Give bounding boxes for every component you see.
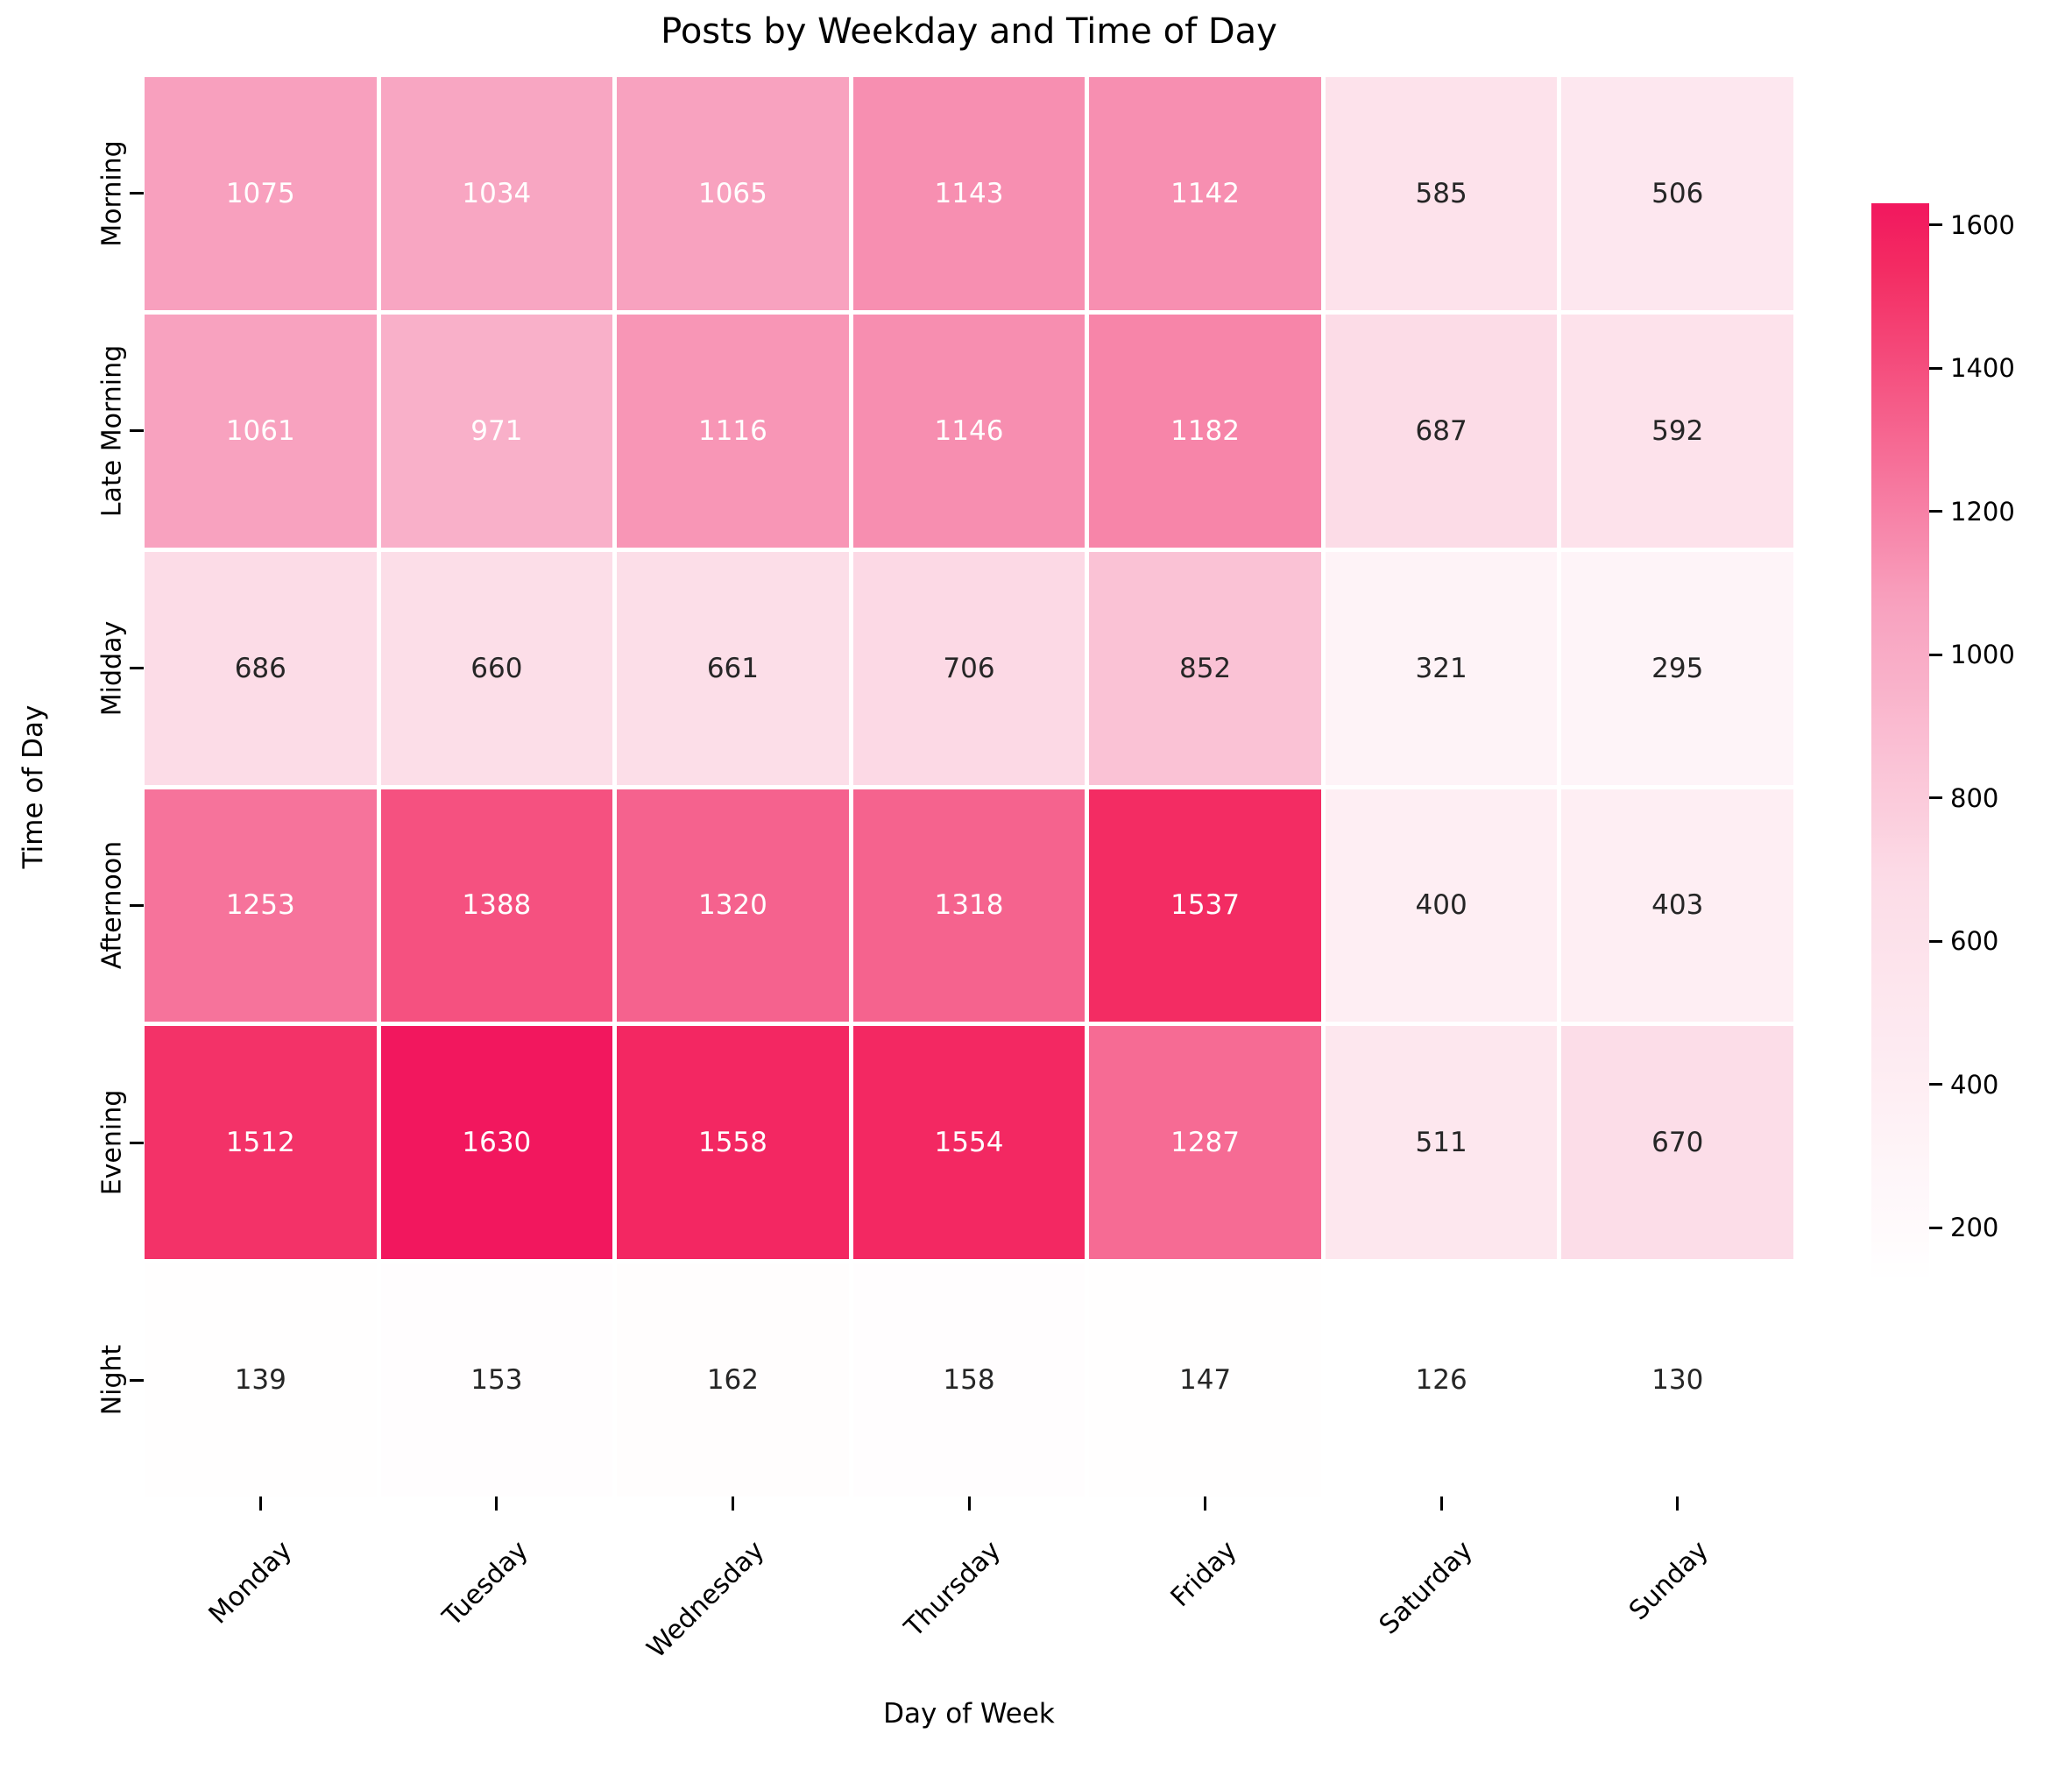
heatmap-cell: 1630 [380,1026,613,1260]
colorbar-tick-mark [1929,1226,1942,1229]
heatmap-cell: 158 [852,1263,1086,1497]
colorbar-tick-mark [1929,1083,1942,1086]
heatmap-cell: 1034 [380,77,613,310]
x-tick-mark [258,1497,262,1511]
heatmap-cell: 1287 [1089,1026,1321,1260]
heatmap-cell: 686 [145,551,377,785]
x-tick-mark [1439,1497,1443,1511]
colorbar-tick-label: 1200 [1950,496,2015,527]
heatmap-cell: 139 [145,1263,377,1497]
colorbar-tick-mark [1929,796,1942,800]
colorbar-tick-label: 1600 [1950,209,2015,240]
y-axis-title: Time of Day [18,704,49,869]
colorbar-tick-mark [1929,939,1942,943]
heatmap-cell: 1143 [852,77,1086,310]
heatmap-cell: 661 [617,551,849,785]
heatmap-cell: 1146 [852,314,1086,548]
heatmap-cell: 162 [617,1263,849,1497]
heatmap-cell: 670 [1561,1026,1793,1260]
colorbar-gradient [1871,203,1929,1281]
y-tick-mark [130,1378,144,1382]
colorbar-tick-mark [1929,366,1942,370]
heatmap-cell: 592 [1561,314,1793,548]
colorbar-tick-mark [1929,653,1942,656]
heatmap-cell: 126 [1325,1263,1558,1497]
x-tick-mark [1204,1497,1207,1511]
heatmap-cell: 400 [1325,789,1558,1022]
heatmap-cell: 147 [1089,1263,1321,1497]
y-tick-label: Afternoon [96,841,128,970]
heatmap-cell: 660 [380,551,613,785]
x-tick-mark [731,1497,734,1511]
x-axis-title: Day of Week [883,1698,1055,1730]
y-tick-mark [130,192,144,195]
x-tick-mark [1676,1497,1680,1511]
heatmap-cell: 1182 [1089,314,1321,548]
heatmap-cell: 130 [1561,1263,1793,1497]
heatmap-cell: 403 [1561,789,1793,1022]
heatmap-cell: 1388 [380,789,613,1022]
heatmap-cell: 1318 [852,789,1086,1022]
heatmap-cell: 1537 [1089,789,1321,1022]
heatmap-cell: 511 [1325,1026,1558,1260]
colorbar-tick-label: 1400 [1950,353,2015,384]
heatmap-cell: 1512 [145,1026,377,1260]
heatmap-cell: 1065 [617,77,849,310]
colorbar-tick-mark [1929,223,1942,227]
y-tick-label: Night [96,1344,128,1416]
heatmap-cell: 687 [1325,314,1558,548]
colorbar-tick-label: 600 [1950,926,1999,957]
x-tick-mark [495,1497,499,1511]
heatmap-grid: 1075 1034 1065 1143 1142 585 506 1061 971 1116 114… [145,77,1793,1497]
heatmap-cell: 971 [380,314,613,548]
colorbar-tick-label: 200 [1950,1213,1999,1243]
heatmap-cell: 852 [1089,551,1321,785]
heatmap-cell: 1061 [145,314,377,548]
colorbar-tick-label: 800 [1950,782,1999,813]
heatmap-cell: 153 [380,1263,613,1497]
heatmap-cell: 1116 [617,314,849,548]
heatmap-cell: 321 [1325,551,1558,785]
colorbar-tick-label: 400 [1950,1069,1999,1100]
x-tick-mark [967,1497,971,1511]
colorbar-tick-label: 1000 [1950,640,2015,670]
y-tick-mark [130,1141,144,1144]
heatmap-cell: 1075 [145,77,377,310]
y-tick-label: Morning [96,140,128,247]
y-tick-mark [130,429,144,433]
y-tick-label: Evening [96,1089,128,1196]
y-tick-label: Late Morning [96,344,128,517]
heatmap-cell: 1554 [852,1026,1086,1260]
heatmap-cell: 1320 [617,789,849,1022]
colorbar-tick-mark [1929,510,1942,513]
heatmap-cell: 585 [1325,77,1558,310]
heatmap-cell: 706 [852,551,1086,785]
y-tick-label: Midday [96,620,128,716]
heatmap-cell: 1558 [617,1026,849,1260]
y-tick-mark [130,667,144,670]
heatmap-cell: 295 [1561,551,1793,785]
heatmap-cell: 1253 [145,789,377,1022]
heatmap-cell: 506 [1561,77,1793,310]
chart-title: Posts by Weekday and Time of Day [661,11,1277,52]
heatmap-cell: 1142 [1089,77,1321,310]
y-tick-mark [130,903,144,907]
